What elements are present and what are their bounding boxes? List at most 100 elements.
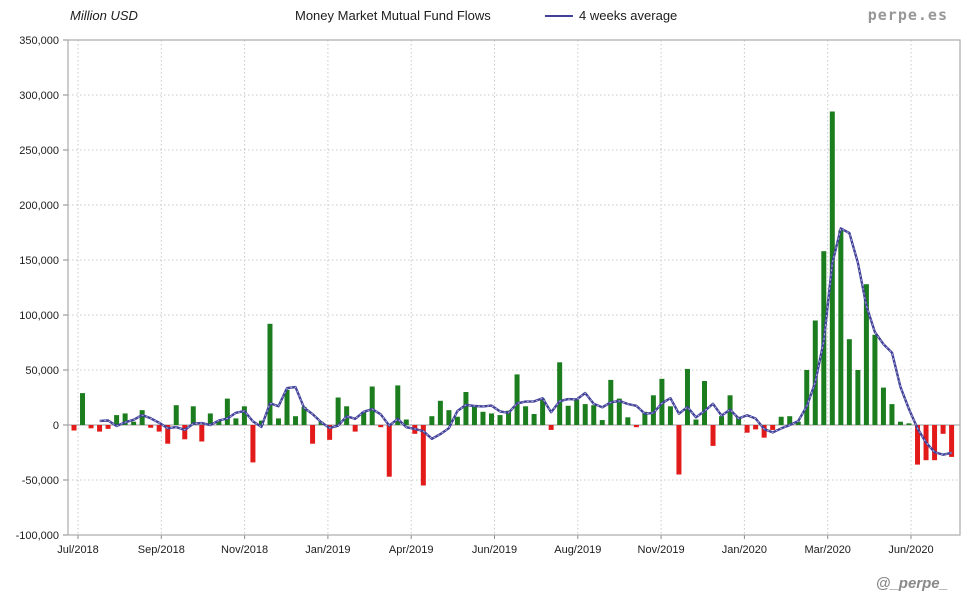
flow-bar: [932, 425, 938, 461]
y-tick-label: 50,000: [25, 365, 59, 377]
x-tick-label: Jun/2020: [888, 544, 933, 556]
average-line: [99, 227, 952, 456]
flow-bar: [778, 416, 784, 425]
y-tick-label: 300,000: [19, 90, 59, 102]
flow-bar: [199, 425, 205, 442]
flow-bar: [122, 413, 128, 425]
flow-bar: [488, 413, 494, 425]
flow-bar: [642, 411, 648, 425]
flow-bar: [523, 406, 529, 425]
flow-bar: [71, 425, 77, 431]
y-tick-label: 0: [53, 420, 59, 432]
flow-bar: [650, 395, 656, 425]
flow-bar: [591, 405, 597, 425]
flow-bar: [565, 405, 571, 425]
flow-bar: [863, 284, 869, 425]
x-tick-label: Apr/2019: [389, 544, 434, 556]
flow-bar: [625, 417, 631, 425]
flow-bar: [744, 425, 750, 433]
flow-bar: [165, 425, 171, 444]
flow-bar: [429, 416, 435, 425]
twitter-handle: @_perpe_: [875, 575, 948, 592]
y-tick-label: 100,000: [19, 310, 59, 322]
flow-bar: [97, 425, 103, 432]
brand-watermark: perpe.es: [867, 6, 948, 24]
flow-bar: [80, 393, 86, 425]
flow-bar: [693, 419, 699, 425]
flow-bar: [403, 419, 409, 425]
flow-bar: [880, 387, 886, 425]
flow-bar: [710, 425, 716, 446]
flow-bar: [437, 400, 443, 425]
flow-bar: [531, 414, 537, 425]
flow-bar: [293, 416, 299, 425]
flow-bar: [557, 362, 563, 425]
y-tick-label: 200,000: [19, 200, 59, 212]
flow-bar: [787, 416, 793, 425]
flow-bar: [88, 425, 94, 429]
flow-bar: [770, 425, 776, 430]
x-tick-label: Aug/2019: [554, 544, 601, 556]
flow-bar: [275, 418, 281, 425]
flow-bar: [812, 320, 818, 425]
flow-bar: [114, 415, 120, 425]
flow-bar: [148, 425, 154, 428]
flow-bar: [838, 230, 844, 425]
x-tick-label: Jun/2019: [472, 544, 517, 556]
y-tick-label: -100,000: [16, 530, 59, 542]
flow-bar: [676, 425, 682, 475]
flow-bar: [241, 406, 247, 425]
flow-bar: [872, 334, 878, 425]
x-tick-label: Nov/2018: [221, 544, 268, 556]
flow-bar: [599, 420, 605, 425]
flow-bar: [301, 406, 307, 425]
flow-bar: [471, 405, 477, 425]
flow-bar: [548, 425, 554, 430]
flow-bar: [446, 410, 452, 425]
flow-bar: [804, 370, 810, 425]
y-tick-label: 150,000: [19, 255, 59, 267]
flow-bar: [616, 398, 622, 425]
x-tick-label: Jan/2020: [722, 544, 767, 556]
x-tick-label: Mar/2020: [804, 544, 850, 556]
flow-bar: [420, 425, 426, 486]
flow-bar: [795, 421, 801, 425]
flow-bar: [761, 425, 767, 438]
flow-bar: [395, 385, 401, 425]
flow-bar: [352, 425, 358, 432]
flow-bar: [233, 418, 239, 425]
flow-bar: [378, 425, 384, 428]
flow-bar: [940, 425, 946, 434]
flow-bar: [335, 397, 341, 425]
flow-bar: [190, 406, 196, 425]
flow-bar: [310, 425, 316, 444]
flow-bar: [250, 425, 256, 463]
flow-bar: [667, 406, 673, 425]
y-axis-unit-label: Million USD: [70, 8, 138, 23]
flow-bar: [361, 411, 367, 425]
x-tick-label: Jul/2018: [57, 544, 99, 556]
flow-bar: [480, 411, 486, 425]
legend: 4 weeks average: [545, 8, 677, 23]
flow-bar: [327, 425, 333, 440]
flow-bar: [915, 425, 921, 465]
flow-bar: [506, 410, 512, 425]
flow-bar: [736, 416, 742, 425]
flow-bar: [139, 410, 145, 425]
flow-bar: [369, 386, 375, 425]
x-tick-label: Sep/2018: [138, 544, 185, 556]
flow-bar: [702, 381, 708, 425]
flow-bar: [131, 421, 137, 425]
y-tick-label: -50,000: [22, 475, 59, 487]
flow-bar: [582, 404, 588, 425]
flow-bar: [846, 339, 852, 425]
flow-bar: [258, 420, 264, 425]
legend-label: 4 weeks average: [579, 8, 678, 23]
x-tick-label: Jan/2019: [305, 544, 350, 556]
flow-bar: [897, 421, 903, 425]
flow-bar: [497, 415, 503, 425]
chart-title: Money Market Mutual Fund Flows: [295, 8, 491, 23]
flow-bar: [182, 425, 188, 440]
